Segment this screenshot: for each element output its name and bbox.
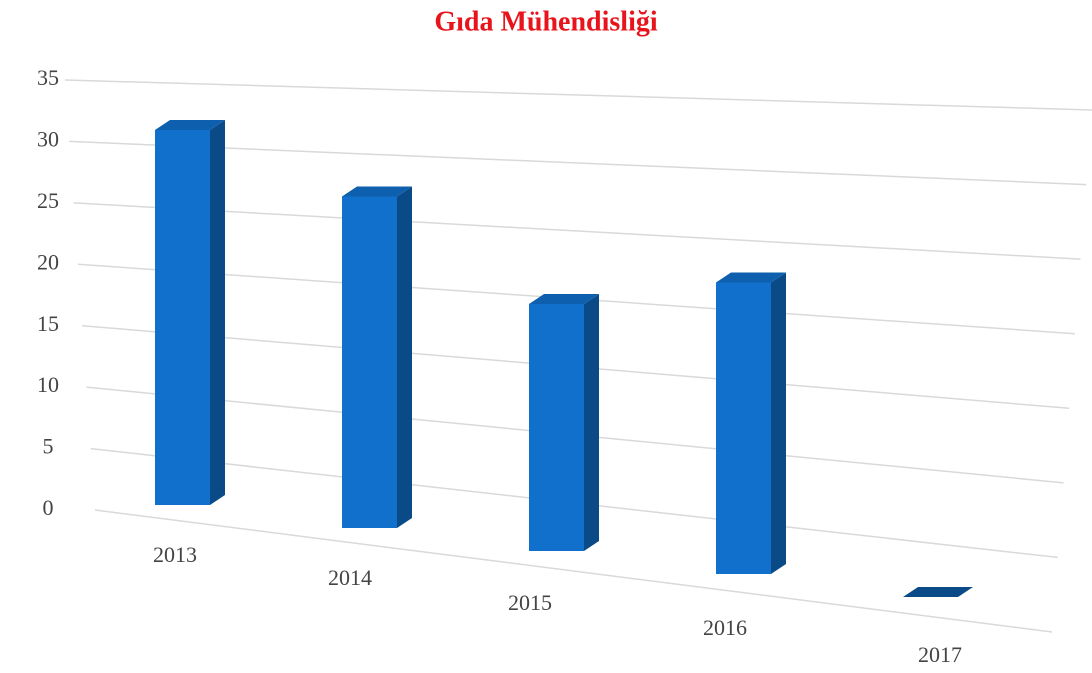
bar-top: [155, 120, 225, 130]
x-tick-label: 2016: [703, 615, 747, 640]
bar-front: [716, 282, 771, 574]
y-tick-label: 0: [43, 495, 54, 520]
bar-side: [397, 186, 412, 528]
y-tick-label: 15: [37, 311, 59, 336]
y-tick-label: 5: [43, 434, 54, 459]
grid-line: [64, 79, 1092, 111]
bar: [903, 587, 973, 597]
bar-top: [529, 294, 599, 304]
bar: [342, 186, 412, 528]
y-tick-label: 35: [37, 65, 59, 90]
bar-side: [210, 120, 225, 505]
bar-top: [342, 186, 412, 197]
grid-line: [94, 509, 1053, 633]
bar-front: [155, 130, 210, 505]
grid-line: [73, 202, 1081, 260]
bar-top: [903, 587, 973, 597]
bar-top: [716, 272, 786, 283]
bar: [716, 272, 786, 574]
y-tick-label: 30: [37, 126, 59, 151]
bar-front: [342, 196, 397, 528]
y-tick-label: 20: [37, 249, 59, 274]
y-tick-label: 25: [37, 188, 59, 213]
x-tick-label: 2017: [918, 642, 962, 667]
x-tick-label: 2015: [508, 590, 552, 615]
bar: [155, 120, 225, 505]
x-tick-label: 2013: [153, 542, 197, 567]
bar-side: [584, 294, 599, 551]
x-tick-label: 2014: [328, 565, 372, 590]
chart-title: Gıda Mühendisliği: [434, 6, 658, 37]
bar-side: [771, 272, 786, 574]
y-tick-label: 10: [37, 372, 59, 397]
grid-line: [69, 140, 1087, 186]
bar-front: [529, 304, 584, 551]
bar: [529, 294, 599, 551]
